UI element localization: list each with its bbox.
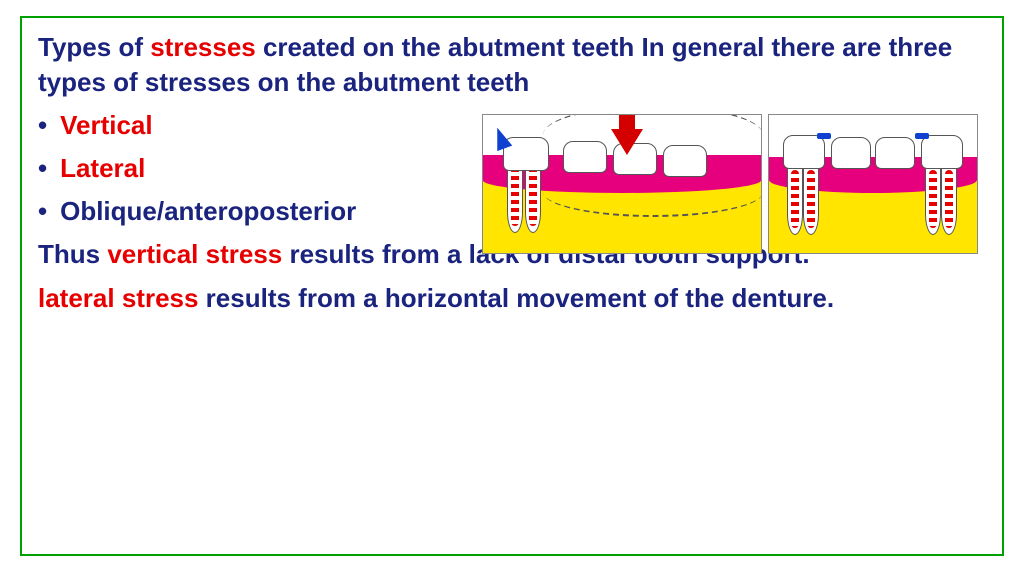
- bullet-1-label: Vertical: [60, 110, 153, 140]
- bullet-dot: •: [38, 194, 60, 229]
- bullet-dot: •: [38, 151, 60, 186]
- bullet-dot: •: [38, 108, 60, 143]
- title-highlight: stresses: [150, 32, 256, 62]
- diagram-group: [482, 114, 978, 254]
- title-text: Types of stresses created on the abutmen…: [38, 30, 986, 100]
- bullet-2-label: Lateral: [60, 153, 145, 183]
- title-part1: Types of: [38, 32, 150, 62]
- paragraph-2: lateral stress results from a horizontal…: [38, 281, 986, 316]
- diagram-vertical-stress: [482, 114, 762, 254]
- p2-b: results from a horizontal movement of th…: [198, 283, 834, 313]
- p2-a: lateral stress: [38, 283, 198, 313]
- p1-b: vertical stress: [107, 239, 282, 269]
- diagram-lateral-stress: [768, 114, 978, 254]
- bullet-3-label: Oblique/anteroposterior: [60, 196, 356, 226]
- slide-frame: Types of stresses created on the abutmen…: [20, 16, 1004, 556]
- p1-a: Thus: [38, 239, 107, 269]
